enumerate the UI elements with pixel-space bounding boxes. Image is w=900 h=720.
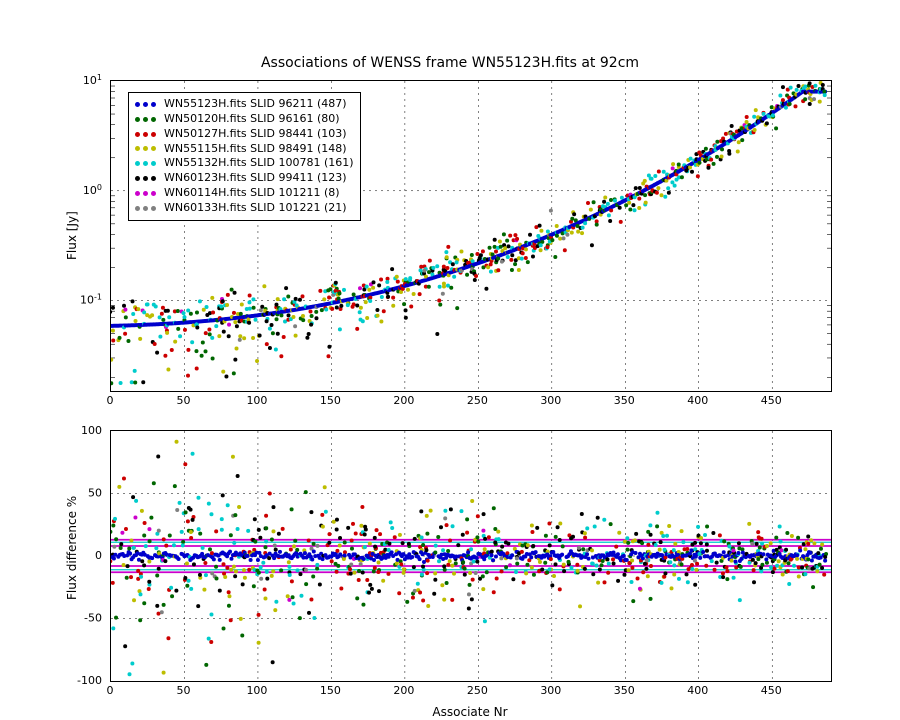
- svg-text:250: 250: [467, 684, 488, 697]
- legend-marker: [135, 176, 156, 181]
- svg-text:100: 100: [246, 684, 267, 697]
- svg-text:10-1: 10-1: [80, 292, 102, 307]
- legend-item: WN55115H.fits SLID 98491 (148): [135, 142, 354, 157]
- legend-label: WN55115H.fits SLID 98491 (148): [164, 142, 347, 157]
- figure-title: Associations of WENSS frame WN55123H.fit…: [0, 55, 900, 71]
- svg-text:50: 50: [176, 394, 190, 407]
- legend-item: WN55132H.fits SLID 100781 (161): [135, 156, 354, 171]
- svg-text:-50: -50: [84, 612, 102, 625]
- bottom-plot-area: [110, 430, 832, 682]
- svg-text:0: 0: [107, 394, 114, 407]
- legend-marker: [135, 146, 156, 151]
- svg-text:350: 350: [614, 684, 635, 697]
- legend-item: WN55123H.fits SLID 96211 (487): [135, 97, 354, 112]
- svg-text:200: 200: [393, 394, 414, 407]
- top-ylabel: Flux [Jy]: [65, 211, 79, 260]
- svg-text:101: 101: [83, 73, 102, 88]
- xlabel: Associate Nr: [110, 705, 830, 719]
- svg-text:100: 100: [83, 182, 102, 197]
- svg-text:400: 400: [687, 684, 708, 697]
- legend: WN55123H.fits SLID 96211 (487)WN50120H.f…: [128, 92, 361, 221]
- legend-item: WN50120H.fits SLID 96161 (80): [135, 112, 354, 127]
- legend-label: WN60133H.fits SLID 101221 (21): [164, 201, 347, 216]
- legend-marker: [135, 191, 156, 196]
- svg-text:150: 150: [320, 394, 341, 407]
- legend-label: WN60114H.fits SLID 101211 (8): [164, 186, 340, 201]
- legend-item: WN60133H.fits SLID 101221 (21): [135, 201, 354, 216]
- svg-text:300: 300: [540, 394, 561, 407]
- legend-label: WN55123H.fits SLID 96211 (487): [164, 97, 347, 112]
- legend-label: WN60123H.fits SLID 99411 (123): [164, 171, 347, 186]
- legend-item: WN60123H.fits SLID 99411 (123): [135, 171, 354, 186]
- legend-marker: [135, 206, 156, 211]
- svg-text:100: 100: [81, 424, 102, 437]
- svg-text:0: 0: [107, 684, 114, 697]
- legend-marker: [135, 161, 156, 166]
- legend-marker: [135, 117, 156, 122]
- legend-marker: [135, 102, 156, 107]
- svg-text:450: 450: [761, 394, 782, 407]
- svg-text:350: 350: [614, 394, 635, 407]
- figure: Associations of WENSS frame WN55123H.fit…: [0, 0, 900, 720]
- svg-text:50: 50: [88, 487, 102, 500]
- svg-text:200: 200: [393, 684, 414, 697]
- legend-label: WN55132H.fits SLID 100781 (161): [164, 156, 354, 171]
- svg-text:250: 250: [467, 394, 488, 407]
- legend-item: WN60114H.fits SLID 101211 (8): [135, 186, 354, 201]
- svg-text:0: 0: [95, 549, 102, 562]
- svg-text:100: 100: [246, 394, 267, 407]
- bottom-ylabel: Flux difference %: [65, 496, 79, 600]
- legend-item: WN50127H.fits SLID 98441 (103): [135, 127, 354, 142]
- svg-text:400: 400: [687, 394, 708, 407]
- svg-text:50: 50: [176, 684, 190, 697]
- svg-text:300: 300: [540, 684, 561, 697]
- legend-marker: [135, 132, 156, 137]
- legend-label: WN50120H.fits SLID 96161 (80): [164, 112, 340, 127]
- legend-label: WN50127H.fits SLID 98441 (103): [164, 127, 347, 142]
- svg-text:150: 150: [320, 684, 341, 697]
- svg-text:450: 450: [761, 684, 782, 697]
- svg-text:-100: -100: [77, 674, 102, 687]
